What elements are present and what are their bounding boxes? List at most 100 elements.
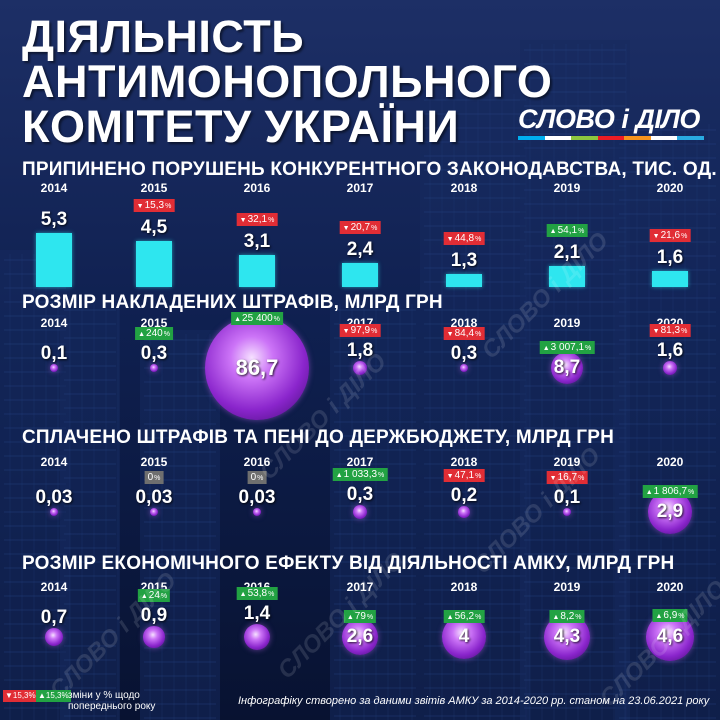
year-label: 2016: [243, 455, 271, 469]
bubble-2018: [460, 364, 468, 372]
bar-2018: [446, 273, 482, 287]
change-badge: ▲1 033,3%: [332, 467, 388, 481]
bubble-2016: [243, 623, 271, 651]
change-badge: ▲54,1%: [546, 223, 588, 237]
logo-bar-segment: [518, 136, 545, 140]
year-label: 2017: [346, 181, 374, 195]
year-label: 2020: [656, 580, 684, 594]
bubble-value-label: 0,1: [40, 343, 68, 364]
footer-source-note: Інфографіку створено за даними звітів АМ…: [238, 695, 710, 707]
bar-2015: [136, 241, 172, 287]
bar-2017: [342, 262, 378, 287]
bar-value-label: 2,4: [346, 238, 374, 260]
year-label: 2019: [553, 580, 581, 594]
year-label: 2014: [40, 580, 68, 594]
bubble-value-label: 0,3: [450, 343, 478, 364]
bubble-2015: [150, 364, 158, 372]
bubble-value-label: 4: [458, 625, 470, 647]
change-badge: 0%: [144, 471, 164, 484]
year-label: 2016: [243, 181, 271, 195]
bubble-2017: [352, 360, 368, 376]
year-label: 2020: [656, 181, 684, 195]
legend-down-value: 15,3: [12, 691, 29, 700]
bubble-value-label: 1,8: [346, 339, 374, 361]
logo-bar-segment: [624, 136, 651, 140]
change-badge: ▲240%: [135, 327, 173, 340]
change-badge: ▼84,4%: [443, 327, 485, 340]
bubble-value-label: 0,2: [450, 485, 478, 507]
change-badge: ▲56,2%: [443, 609, 485, 623]
bubble-value-label: 0,03: [35, 487, 73, 508]
bubble-2020: [662, 360, 678, 376]
logo-bar-segment: [597, 136, 625, 140]
year-label: 2018: [450, 316, 478, 330]
bubble-2014: [44, 627, 64, 647]
brand-logo: СЛОВО і ДІЛО: [518, 104, 708, 140]
title-line-1: ДІЯЛЬНІСТЬ: [22, 11, 305, 62]
bubble-value-label: 4,3: [553, 625, 581, 647]
bubble-value-label: 4,6: [656, 625, 684, 647]
bubble-value-label: 86,7: [235, 354, 279, 380]
bubble-2017: [341, 618, 379, 656]
bar-value-label: 2,1: [553, 241, 581, 263]
bubble-value-label: 0,9: [140, 605, 168, 627]
bubble-value-label: 8,7: [553, 356, 581, 378]
year-label: 2017: [346, 455, 374, 469]
change-badge: ▼81,3%: [649, 323, 691, 337]
section-title-economic-effect: РОЗМІР ЕКОНОМІЧНОГО ЕФЕКТУ ВІД ДІЯЛЬНОСТ…: [22, 553, 675, 574]
bar-value-label: 4,5: [140, 217, 168, 239]
change-badge: ▲6,9%: [652, 609, 688, 622]
year-label: 2015: [140, 455, 168, 469]
bubble-value-label: 0,03: [238, 487, 276, 508]
section-title-fines-paid: СПЛАЧЕНО ШТРАФІВ ТА ПЕНІ ДО ДЕРЖБЮДЖЕТУ,…: [22, 427, 615, 448]
change-badge: ▼32,1%: [236, 213, 278, 227]
year-label: 2015: [140, 316, 168, 330]
bubble-2015: [143, 626, 165, 648]
change-badge: ▼20,7%: [339, 220, 381, 234]
year-label: 2015: [140, 181, 168, 195]
change-badge: ▼44,8%: [443, 231, 485, 245]
change-badge: ▼47,1%: [443, 469, 485, 483]
bar-2020: [652, 270, 688, 287]
logo-bar-segment: [544, 136, 572, 140]
title-line-3: КОМІТЕТУ УКРАЇНИ: [22, 101, 460, 152]
change-badge: 0%: [247, 471, 267, 484]
logo-color-bar: [518, 136, 705, 140]
bar-2016: [239, 255, 275, 287]
bubble-value-label: 0,7: [40, 606, 68, 628]
bubble-value-label: 1,4: [243, 602, 271, 624]
logo-bar-segment: [650, 136, 678, 140]
bubble-2016: [205, 316, 309, 420]
section-title-violations: ПРИПИНЕНО ПОРУШЕНЬ КОНКУРЕНТНОГО ЗАКОНОД…: [22, 159, 717, 180]
change-badge: ▲53,8%: [236, 586, 278, 600]
bubble-2015: [150, 508, 158, 516]
legend-text: зміни у % щодо попереднього року: [68, 690, 156, 712]
legend-up-value: 15,3: [45, 691, 62, 700]
bubble-value-label: 0,1: [553, 486, 581, 508]
change-badge: ▲1 806,7%: [642, 484, 698, 498]
bar-value-label: 1,6: [656, 246, 684, 268]
bubble-2014: [50, 364, 58, 372]
bubble-2014: [50, 508, 58, 516]
change-badge: ▼21,6%: [649, 228, 691, 242]
section-title-fines-imposed: РОЗМІР НАКЛАДЕНИХ ШТРАФІВ, МЛРД ГРН: [22, 292, 443, 313]
year-label: 2019: [553, 316, 581, 330]
change-badge: ▼15,3%: [133, 199, 175, 213]
year-label: 2014: [40, 181, 68, 195]
logo-text: СЛОВО і ДІЛО: [518, 104, 700, 134]
change-badge: ▲8,2%: [549, 609, 585, 623]
bubble-value-label: 0,3: [140, 343, 168, 364]
bar-value-label: 3,1: [243, 231, 271, 253]
year-label: 2018: [450, 455, 478, 469]
bar-value-label: 5,3: [40, 208, 68, 230]
bubble-2018: [458, 506, 470, 518]
change-badge: ▲3 007,1%: [539, 340, 595, 354]
year-label: 2018: [450, 181, 478, 195]
bubble-value-label: 0,3: [346, 483, 374, 505]
legend-down-badge: ▼15,3%: [3, 690, 38, 702]
year-label: 2014: [40, 316, 68, 330]
year-label: 2018: [450, 580, 478, 594]
bubble-value-label: 0,03: [135, 487, 173, 508]
